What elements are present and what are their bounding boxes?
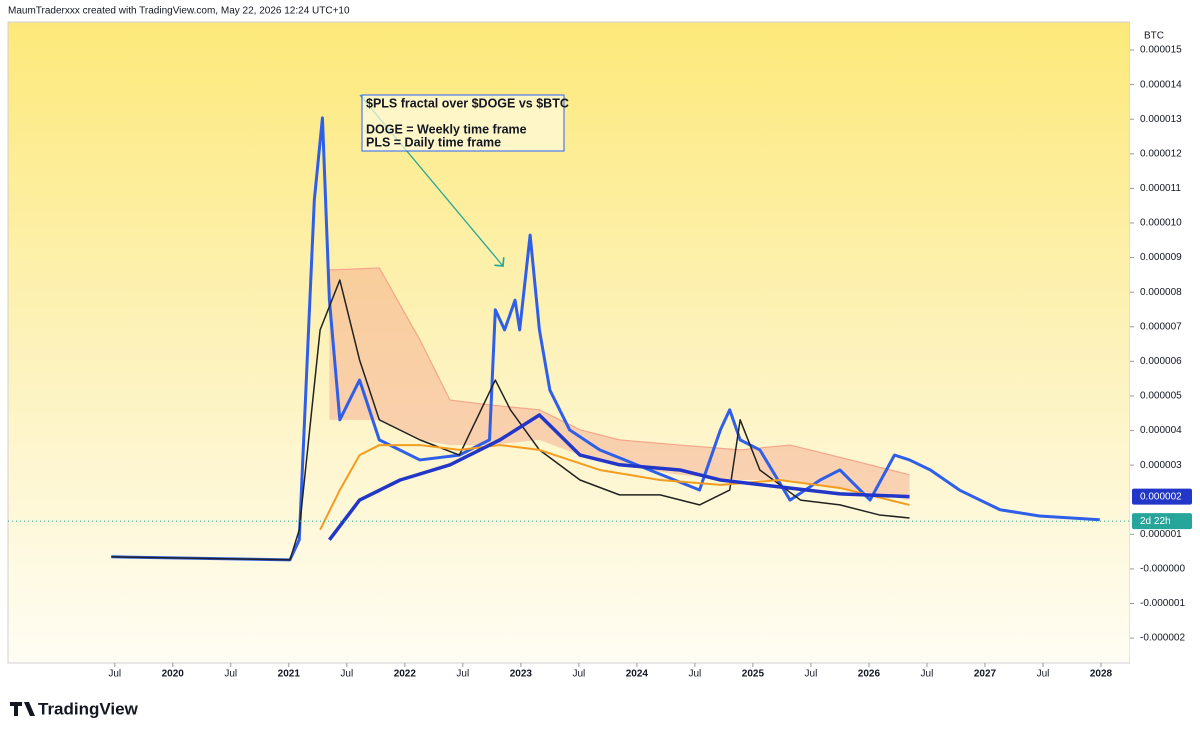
annotation-line: $PLS fractal over $DOGE vs $BTC: [366, 96, 569, 110]
countdown-box: [1132, 513, 1192, 530]
y-tick-label: 0.000015: [1140, 45, 1182, 56]
cloud: [329, 267, 910, 501]
annotation-line: PLS = Daily time frame: [366, 135, 501, 149]
plot-area: [7, 21, 1131, 664]
price-label: 0.000002: [1140, 491, 1182, 502]
y-tick-label: 0.000012: [1140, 148, 1182, 159]
x-tick-label: Jul: [1037, 669, 1050, 680]
y-tick-label: 0.000009: [1140, 252, 1182, 263]
series-line: [319, 444, 910, 531]
x-tick-label: 2026: [858, 669, 881, 680]
y-tick-label: 0.000001: [1140, 529, 1182, 540]
logo-text: TradingView: [38, 699, 139, 718]
x-tick-label: 2020: [162, 669, 185, 680]
y-tick-label: 0.000008: [1140, 287, 1182, 298]
x-tick-label: Jul: [340, 669, 353, 680]
cloud-edge: [329, 267, 910, 476]
x-tick-label: Jul: [805, 669, 818, 680]
x-tick-label: Jul: [224, 669, 237, 680]
y-tick-label: -0.000000: [1140, 564, 1185, 575]
y-tick-label: 0.000006: [1140, 356, 1182, 367]
series-layer: [111, 116, 1100, 562]
y-tick-label: 0.000014: [1140, 79, 1182, 90]
annotation-box: [361, 94, 565, 152]
header: MaumTraderxxx created with TradingView.c…: [8, 6, 350, 17]
series-line: [111, 116, 1100, 562]
logo-icon: [10, 702, 35, 716]
y-tick-label: 0.000013: [1140, 114, 1182, 125]
price-box: [1132, 488, 1192, 505]
y-tick-label: 0.000007: [1140, 321, 1182, 332]
x-tick-label: 2027: [974, 669, 997, 680]
x-tick-label: Jul: [572, 669, 585, 680]
countdown-label: 2d 22h: [1140, 516, 1171, 527]
x-tick-label: 2022: [394, 669, 417, 680]
y-tick-label: -0.000002: [1140, 633, 1185, 644]
y-tick-label: 0.000004: [1140, 425, 1182, 436]
x-tick-label: 2025: [742, 669, 765, 680]
x-tick-label: 2023: [510, 669, 533, 680]
y-tick-label: 0.000005: [1140, 391, 1182, 402]
x-tick-label: Jul: [456, 669, 469, 680]
y-tick-label: 0.000011: [1140, 183, 1181, 194]
x-tick-label: Jul: [688, 669, 701, 680]
y-tick-label: 0.000010: [1140, 218, 1182, 229]
x-tick-label: 2024: [626, 669, 649, 680]
x-tick-label: 2021: [278, 669, 301, 680]
x-tick-label: 2028: [1090, 669, 1113, 680]
annotation-line: DOGE = Weekly time frame: [366, 122, 527, 136]
x-tick-label: Jul: [921, 669, 934, 680]
x-tick-label: Jul: [108, 669, 121, 680]
price-axis: [1130, 22, 1200, 663]
y-tick-label: -0.000001: [1140, 598, 1185, 609]
y-tick-label: 0.000003: [1140, 460, 1182, 471]
series-line: [328, 413, 910, 541]
currency: BTC: [1144, 31, 1164, 42]
